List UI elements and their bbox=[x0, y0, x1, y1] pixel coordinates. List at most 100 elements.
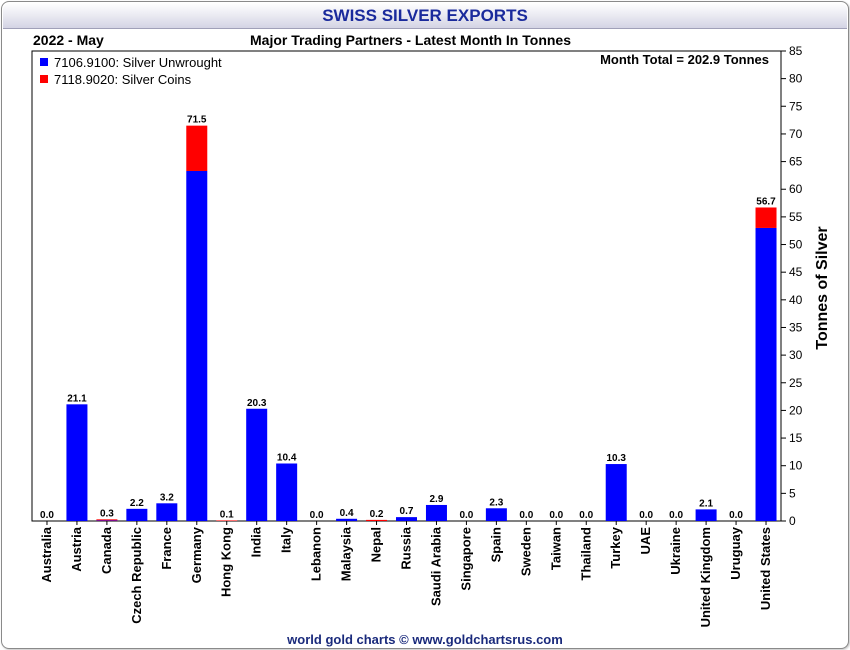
y-tick-label: 30 bbox=[789, 348, 803, 362]
bar-coins-11 bbox=[366, 519, 388, 521]
bar-total-label: 2.2 bbox=[130, 498, 144, 509]
bar-total-label: 0.3 bbox=[100, 508, 114, 519]
y-tick-label: 65 bbox=[789, 155, 803, 169]
y-tick-label: 15 bbox=[789, 431, 803, 445]
y-tick-label: 55 bbox=[789, 210, 803, 224]
x-category-label: Singapore bbox=[458, 527, 473, 591]
x-category-label: Uruguay bbox=[728, 526, 743, 580]
x-category-label: Czech Republic bbox=[129, 527, 144, 624]
bar-coins-2 bbox=[96, 519, 118, 521]
bar-unwrought-15 bbox=[485, 508, 507, 521]
x-category-label: Russia bbox=[399, 526, 414, 569]
y-tick-label: 45 bbox=[789, 265, 803, 279]
x-category-label: United Kingdom bbox=[698, 527, 713, 627]
bar-coins-6 bbox=[216, 520, 238, 521]
y-tick-label: 0 bbox=[789, 514, 796, 528]
legend-label-coins: 7118.9020: Silver Coins bbox=[54, 72, 192, 87]
bar-total-label: 0.7 bbox=[400, 506, 414, 517]
y-tick-label: 50 bbox=[789, 238, 803, 252]
bar-total-label: 0.1 bbox=[220, 509, 234, 520]
bar-total-label: 0.0 bbox=[549, 510, 563, 521]
bar-coins-24 bbox=[755, 207, 777, 228]
x-category-label: Lebanon bbox=[309, 527, 324, 581]
bar-total-label: 56.7 bbox=[756, 196, 776, 207]
y-tick-label: 85 bbox=[789, 44, 803, 58]
bar-total-label: 0.0 bbox=[669, 510, 683, 521]
x-category-label: Italy bbox=[279, 526, 294, 553]
bar-total-label: 2.1 bbox=[699, 498, 713, 509]
y-tick-label: 75 bbox=[789, 99, 803, 113]
x-category-label: United States bbox=[758, 527, 773, 610]
bar-unwrought-3 bbox=[126, 508, 148, 521]
y-tick-label: 60 bbox=[789, 182, 803, 196]
bars-layer: 0.0 21.1 0.3 2.2 3.2 71.5 0.1 20.3 10.4 0.0 0.4 0.2… bbox=[40, 115, 777, 522]
bar-total-label: 0.2 bbox=[370, 509, 384, 520]
bar-unwrought-2 bbox=[96, 520, 118, 521]
bar-total-label: 0.0 bbox=[459, 510, 473, 521]
bar-total-label: 0.0 bbox=[40, 510, 54, 521]
bar-total-label: 21.1 bbox=[67, 393, 87, 404]
y-tick-label: 40 bbox=[789, 293, 803, 307]
bar-total-label: 0.0 bbox=[639, 510, 653, 521]
period-label: 2022 - May bbox=[33, 32, 104, 48]
y-axis-label: Tonnes of Silver bbox=[814, 226, 831, 349]
x-category-label: Ukraine bbox=[668, 527, 683, 575]
x-category-label: Australia bbox=[39, 526, 54, 582]
x-category-label: Nepal bbox=[369, 527, 384, 562]
bar-unwrought-7 bbox=[246, 408, 268, 521]
x-category-label: Malaysia bbox=[339, 526, 354, 581]
y-tick-label: 35 bbox=[789, 320, 803, 334]
x-category-label: France bbox=[159, 527, 174, 570]
x-category-label: Sweden bbox=[518, 527, 533, 576]
legend: 7106.9100: Silver Unwrought 7118.9020: S… bbox=[40, 55, 222, 87]
x-category-label: Taiwan bbox=[548, 527, 563, 570]
bar-unwrought-13 bbox=[425, 504, 447, 521]
bar-total-label: 2.9 bbox=[430, 494, 444, 505]
legend-swatch-coins bbox=[40, 75, 48, 83]
y-tick-label: 25 bbox=[789, 376, 803, 390]
y-tick-label: 70 bbox=[789, 127, 803, 141]
plot-area bbox=[31, 50, 782, 522]
bar-total-label: 10.4 bbox=[277, 452, 297, 463]
y-tick-label: 10 bbox=[789, 459, 803, 473]
footer-credit: world gold charts © www.goldchartsrus.co… bbox=[287, 632, 563, 647]
x-category-label: Germany bbox=[189, 526, 204, 583]
x-category-label: Austria bbox=[69, 526, 84, 572]
x-category-label: Saudi Arabia bbox=[428, 526, 443, 606]
bar-total-label: 0.0 bbox=[519, 510, 533, 521]
bar-unwrought-22 bbox=[695, 509, 717, 521]
y-tick-label: 5 bbox=[789, 486, 796, 500]
x-category-label: Spain bbox=[488, 527, 503, 562]
bar-unwrought-8 bbox=[276, 463, 298, 521]
x-category-label: Canada bbox=[99, 526, 114, 574]
bar-unwrought-4 bbox=[156, 503, 178, 521]
x-category-label: Turkey bbox=[608, 526, 623, 568]
chart-subtitle: Major Trading Partners - Latest Month In… bbox=[250, 32, 571, 48]
axis-layer: Australia Austria Canada Czech Republic Fran… bbox=[39, 44, 803, 627]
bar-total-label: 0.0 bbox=[310, 510, 324, 521]
bar-total-label: 2.3 bbox=[489, 497, 503, 508]
bar-unwrought-12 bbox=[396, 517, 417, 521]
chart-title: SWISS SILVER EXPORTS bbox=[322, 6, 528, 25]
bar-unwrought-24 bbox=[755, 227, 777, 522]
legend-swatch-unwrought bbox=[40, 58, 48, 66]
month-total: Month Total = 202.9 Tonnes bbox=[600, 52, 769, 67]
x-category-label: Hong Kong bbox=[219, 527, 234, 597]
bar-unwrought-5 bbox=[186, 170, 208, 522]
y-tick-label: 80 bbox=[789, 72, 803, 86]
bar-coins-5 bbox=[186, 125, 208, 171]
bar-total-label: 10.3 bbox=[606, 453, 626, 464]
bar-total-label: 0.4 bbox=[340, 508, 354, 519]
bar-unwrought-19 bbox=[605, 464, 627, 521]
bar-unwrought-1 bbox=[66, 404, 88, 521]
bar-total-label: 0.0 bbox=[579, 510, 593, 521]
bar-total-label: 3.2 bbox=[160, 492, 174, 503]
legend-label-unwrought: 7106.9100: Silver Unwrought bbox=[54, 55, 222, 70]
bar-total-label: 20.3 bbox=[247, 398, 267, 409]
bar-unwrought-10 bbox=[336, 518, 358, 521]
y-tick-label: 20 bbox=[789, 403, 803, 417]
title-bar: SWISS SILVER EXPORTS bbox=[3, 3, 847, 29]
x-category-label: UAE bbox=[638, 527, 653, 555]
